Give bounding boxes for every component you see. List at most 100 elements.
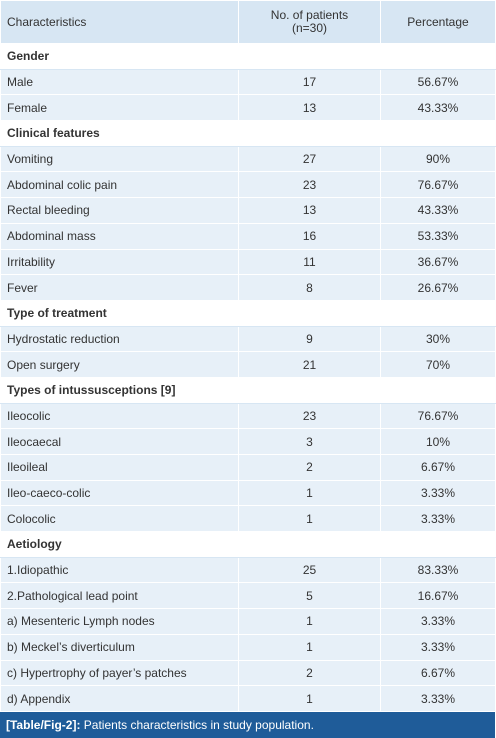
cell: 56.67% xyxy=(380,68,496,96)
cell: Irritability xyxy=(0,248,239,276)
cell: Vomiting xyxy=(0,145,239,173)
cell: 3.33% xyxy=(380,479,496,507)
cell: 1.Idiopathic xyxy=(0,556,239,584)
cell: 2.Pathological lead point xyxy=(0,582,239,610)
data-row: Vomiting 27 90% xyxy=(0,145,496,173)
cell: 1 xyxy=(238,685,381,712)
cell: 9 xyxy=(238,325,381,353)
header-cell: No. of patients (n=30) xyxy=(238,0,381,44)
section-title: Type of treatment xyxy=(0,299,496,327)
cell: Rectal bleeding xyxy=(0,197,239,224)
caption: [Table/Fig-2]: Patients characteristics … xyxy=(0,712,495,738)
cell: 1 xyxy=(238,479,381,507)
data-row: Colocolic 1 3.33% xyxy=(0,505,496,533)
data-row: Rectal bleeding 13 43.33% xyxy=(0,197,496,224)
cell: Male xyxy=(0,68,239,96)
data-row: Ileo-caeco-colic 1 3.33% xyxy=(0,479,496,507)
cell: b) Meckel’s diverticulum xyxy=(0,633,239,661)
data-row: Female 13 43.33% xyxy=(0,94,496,122)
cell: 1 xyxy=(238,608,381,635)
data-row: Ileocolic 23 76.67% xyxy=(0,402,496,430)
cell: 1 xyxy=(238,505,381,533)
section-row: Type of treatment xyxy=(0,299,496,327)
data-row: 2.Pathological lead point 5 16.67% xyxy=(0,582,496,610)
cell: 3.33% xyxy=(380,608,496,635)
cell: c) Hypertrophy of payer’s patches xyxy=(0,659,239,687)
cell: 11 xyxy=(238,248,381,276)
cell: 43.33% xyxy=(380,197,496,224)
data-row: Abdominal mass 16 53.33% xyxy=(0,222,496,250)
cell: 23 xyxy=(238,402,381,430)
header-cell: Percentage xyxy=(380,0,496,44)
cell: 3 xyxy=(238,428,381,455)
cell: 90% xyxy=(380,145,496,173)
cell: 53.33% xyxy=(380,222,496,250)
data-row: Male 17 56.67% xyxy=(0,68,496,96)
cell: 27 xyxy=(238,145,381,173)
cell: 3.33% xyxy=(380,505,496,533)
cell: 70% xyxy=(380,351,496,378)
section-row: Types of intussusceptions [9] xyxy=(0,376,496,404)
cell: d) Appendix xyxy=(0,685,239,712)
cell: Open surgery xyxy=(0,351,239,378)
data-row: a) Mesenteric Lymph nodes 1 3.33% xyxy=(0,608,496,635)
cell: 16.67% xyxy=(380,582,496,610)
section-title: Aetiology xyxy=(0,531,496,558)
data-row: Abdominal colic pain 23 76.67% xyxy=(0,171,496,199)
cell: 21 xyxy=(238,351,381,378)
cell: Abdominal colic pain xyxy=(0,171,239,199)
cell: Hydrostatic reduction xyxy=(0,325,239,353)
data-row: b) Meckel’s diverticulum 1 3.33% xyxy=(0,633,496,661)
cell: 2 xyxy=(238,454,381,481)
cell: 17 xyxy=(238,68,381,96)
cell: 1 xyxy=(238,633,381,661)
caption-text: Patients characteristics in study popula… xyxy=(83,718,314,732)
header-cell: Characteristics xyxy=(0,0,239,44)
cell: 3.33% xyxy=(380,685,496,712)
cell: a) Mesenteric Lymph nodes xyxy=(0,608,239,635)
data-row: Fever 8 26.67% xyxy=(0,274,496,301)
section-title: Clinical features xyxy=(0,120,496,147)
cell: Female xyxy=(0,94,239,122)
cell: 23 xyxy=(238,171,381,199)
table-body: Gender Male 17 56.67% Female 13 43.33% Clinical… xyxy=(0,43,496,712)
data-row: Hydrostatic reduction 9 30% xyxy=(0,325,496,353)
cell: 6.67% xyxy=(380,454,496,481)
header-row: Characteristics No. of patients (n=30) P… xyxy=(0,0,496,44)
cell: Ileocolic xyxy=(0,402,239,430)
cell: 16 xyxy=(238,222,381,250)
cell: Colocolic xyxy=(0,505,239,533)
cell: 2 xyxy=(238,659,381,687)
section-title: Gender xyxy=(0,43,496,70)
cell: 13 xyxy=(238,197,381,224)
caption-label: [Table/Fig-2]: xyxy=(6,718,81,732)
data-row: Irritability 11 36.67% xyxy=(0,248,496,276)
cell: 30% xyxy=(380,325,496,353)
cell: 13 xyxy=(238,94,381,122)
cell: Ileoileal xyxy=(0,454,239,481)
cell: Ileo-caeco-colic xyxy=(0,479,239,507)
cell: 76.67% xyxy=(380,171,496,199)
cell: 3.33% xyxy=(380,633,496,661)
cell: 43.33% xyxy=(380,94,496,122)
data-row: Ileoileal 2 6.67% xyxy=(0,454,496,481)
cell: 83.33% xyxy=(380,556,496,584)
section-row: Clinical features xyxy=(0,120,496,147)
data-row: Open surgery 21 70% xyxy=(0,351,496,378)
cell: Fever xyxy=(0,274,239,301)
section-row: Aetiology xyxy=(0,531,496,558)
cell: 5 xyxy=(238,582,381,610)
section-row: Gender xyxy=(0,43,496,70)
data-row: c) Hypertrophy of payer’s patches 2 6.67% xyxy=(0,659,496,687)
section-title: Types of intussusceptions [9] xyxy=(0,376,496,404)
cell: 76.67% xyxy=(380,402,496,430)
cell: 26.67% xyxy=(380,274,496,301)
data-row: 1.Idiopathic 25 83.33% xyxy=(0,556,496,584)
cell: Ileocaecal xyxy=(0,428,239,455)
data-row: d) Appendix 1 3.33% xyxy=(0,685,496,712)
cell: Abdominal mass xyxy=(0,222,239,250)
cell: 25 xyxy=(238,556,381,584)
table: Characteristics No. of patients (n=30) P… xyxy=(0,0,496,712)
cell: 10% xyxy=(380,428,496,455)
